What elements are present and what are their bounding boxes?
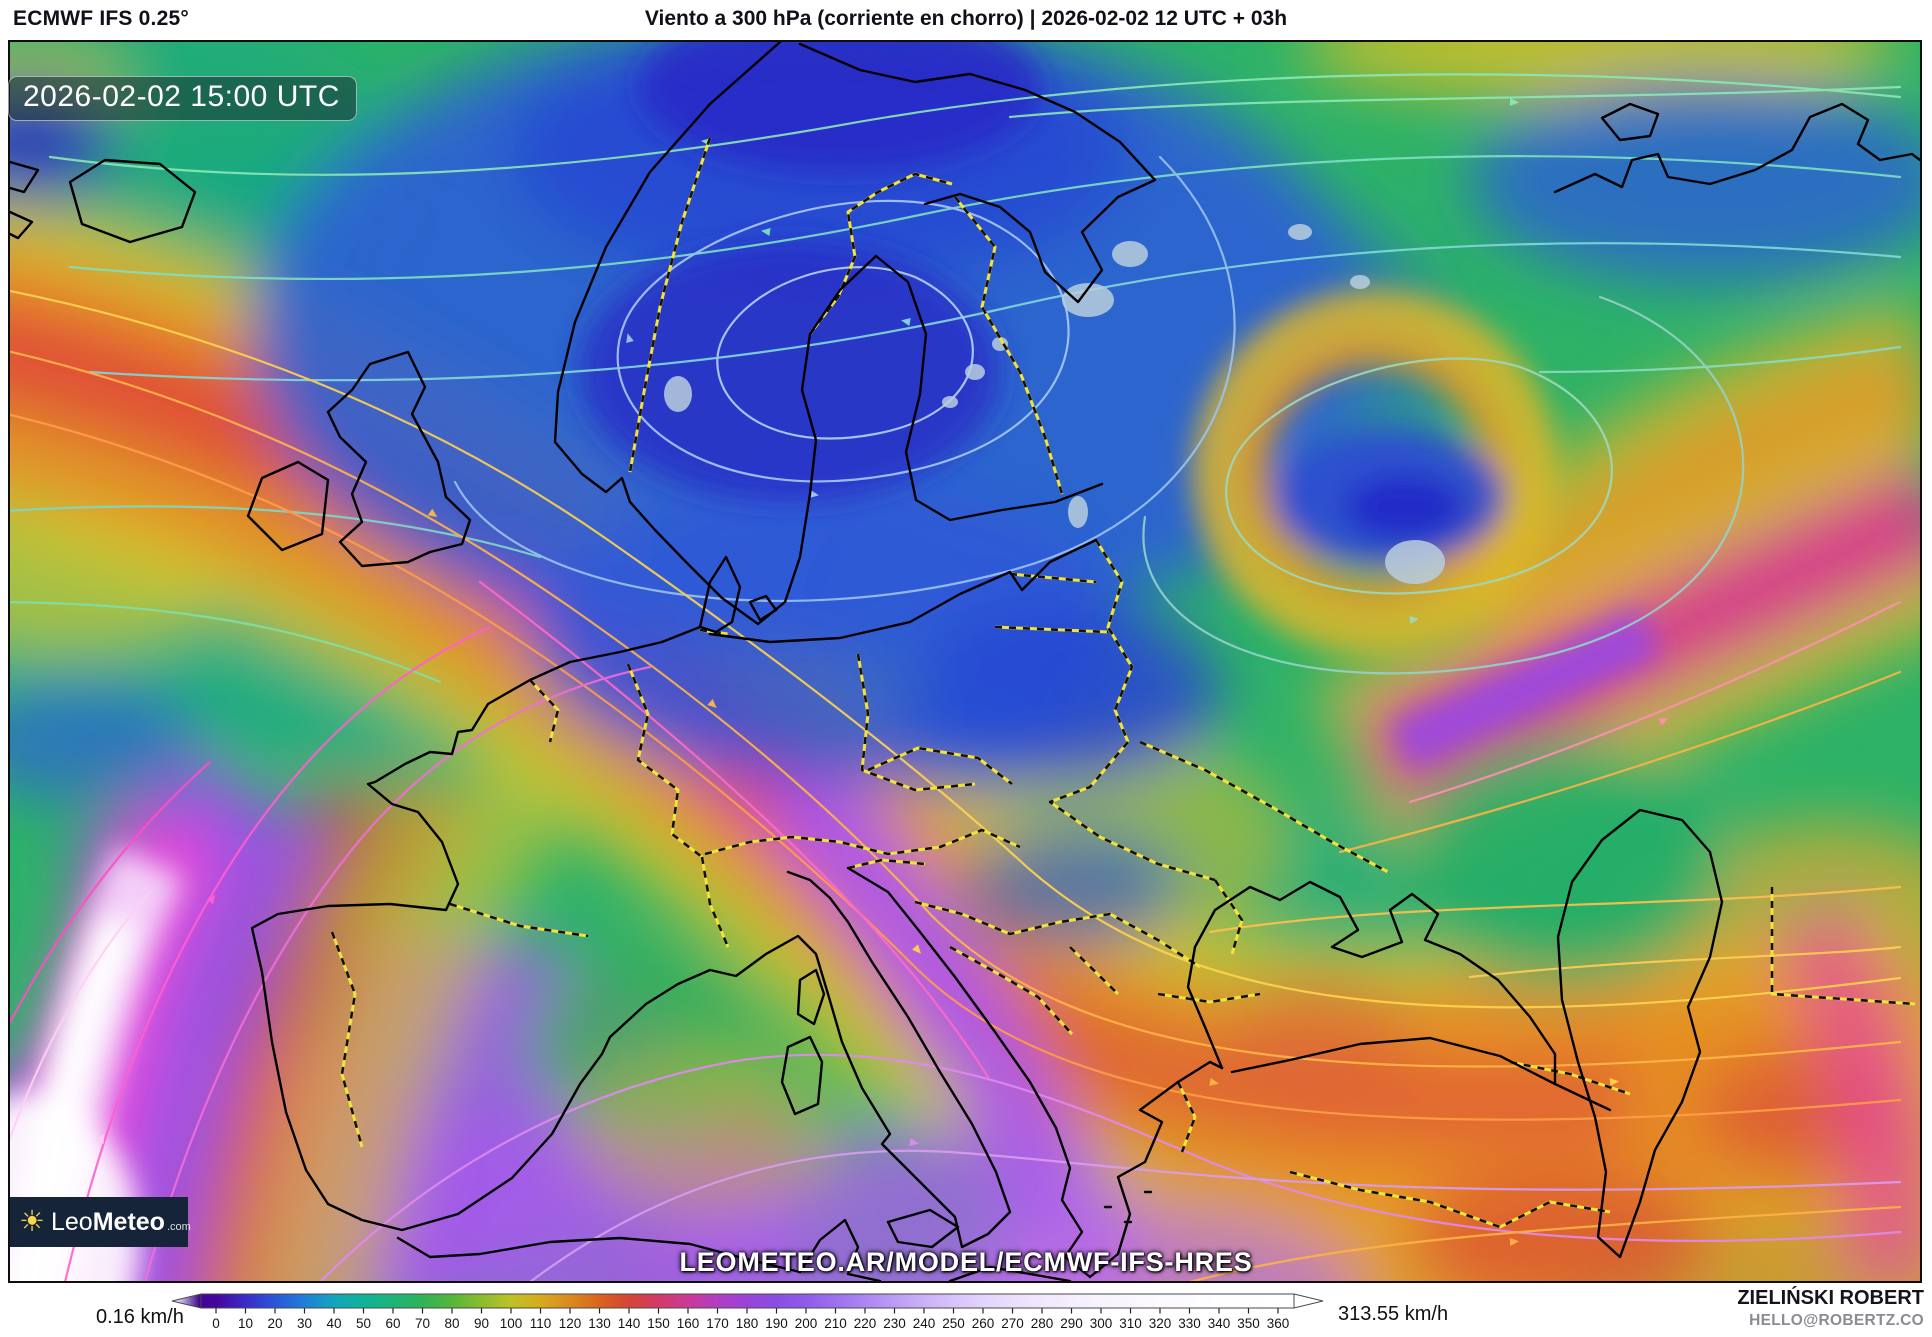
legend-tick-labels: 0 10 20 30 40 50 60 70 80 90 100 110 120 130 140 150 160…: [212, 1316, 1289, 1331]
legend-min-value: 0.16 km/h: [96, 1306, 184, 1328]
svg-text:290: 290: [1060, 1316, 1083, 1331]
page-title: Viento a 300 hPa (corriente en chorro) |…: [644, 7, 1288, 30]
leometeo-logo: ☀ Leo Meteo .com: [10, 1197, 191, 1247]
logo-text-tld: .com: [166, 1221, 191, 1233]
watermark-url: LEOMETEO.AR/MODEL/ECMWF-IFS-HRES: [679, 1247, 1253, 1277]
credit-author: ZIELIŃSKI ROBERT: [1737, 1287, 1924, 1309]
svg-text:220: 220: [854, 1316, 877, 1331]
wind-map-canvas: [8, 40, 1922, 1283]
svg-text:20: 20: [267, 1316, 282, 1331]
svg-text:190: 190: [765, 1316, 788, 1331]
svg-text:90: 90: [474, 1316, 489, 1331]
legend-above-range-arrow: [1293, 1293, 1324, 1309]
sun-icon: ☀: [19, 1205, 45, 1238]
svg-text:120: 120: [559, 1316, 582, 1331]
svg-text:320: 320: [1149, 1316, 1172, 1331]
svg-text:100: 100: [500, 1316, 523, 1331]
svg-text:60: 60: [385, 1316, 400, 1331]
svg-text:150: 150: [647, 1316, 670, 1331]
streamlines: [10, 73, 1902, 1281]
color-scale: 0 10 20 30 40 50 60 70 80 90 100 110 120 130 140 150 160…: [168, 1291, 1328, 1337]
svg-text:180: 180: [736, 1316, 759, 1331]
country-borders: [330, 137, 1916, 1229]
credit-email: HELLO@ROBERTZ.CO: [1749, 1312, 1924, 1329]
svg-text:360: 360: [1267, 1316, 1290, 1331]
model-label: ECMWF IFS 0.25°: [13, 7, 189, 30]
svg-text:330: 330: [1178, 1316, 1201, 1331]
svg-text:80: 80: [444, 1316, 459, 1331]
svg-text:160: 160: [677, 1316, 700, 1331]
svg-text:340: 340: [1208, 1316, 1231, 1331]
svg-text:70: 70: [415, 1316, 430, 1331]
logo-text-leo: Leo: [51, 1207, 93, 1236]
valid-time-badge: 2026-02-02 15:00 UTC: [8, 76, 357, 121]
svg-text:350: 350: [1237, 1316, 1260, 1331]
legend-max-value: 313.55 km/h: [1338, 1303, 1449, 1325]
svg-text:280: 280: [1031, 1316, 1054, 1331]
svg-text:0: 0: [212, 1316, 220, 1331]
legend-gradient-bar: [200, 1293, 1295, 1309]
svg-text:310: 310: [1119, 1316, 1142, 1331]
svg-text:50: 50: [356, 1316, 371, 1331]
svg-text:110: 110: [530, 1316, 552, 1331]
svg-text:30: 30: [297, 1316, 312, 1331]
svg-text:210: 210: [824, 1316, 847, 1331]
svg-text:270: 270: [1001, 1316, 1024, 1331]
coastlines: [10, 42, 1920, 1281]
svg-text:250: 250: [942, 1316, 965, 1331]
svg-text:200: 200: [795, 1316, 818, 1331]
svg-text:140: 140: [618, 1316, 641, 1331]
legend-below-range-arrow: [171, 1293, 202, 1309]
lakes: [664, 224, 1445, 584]
svg-text:170: 170: [706, 1316, 729, 1331]
svg-text:130: 130: [588, 1316, 611, 1331]
svg-text:40: 40: [326, 1316, 341, 1331]
logo-text-meteo: Meteo: [92, 1207, 165, 1236]
svg-text:10: 10: [238, 1316, 253, 1331]
svg-text:230: 230: [883, 1316, 906, 1331]
svg-text:240: 240: [913, 1316, 936, 1331]
svg-text:260: 260: [972, 1316, 995, 1331]
svg-text:300: 300: [1090, 1316, 1113, 1331]
legend-tick-marks: [215, 1308, 1279, 1314]
